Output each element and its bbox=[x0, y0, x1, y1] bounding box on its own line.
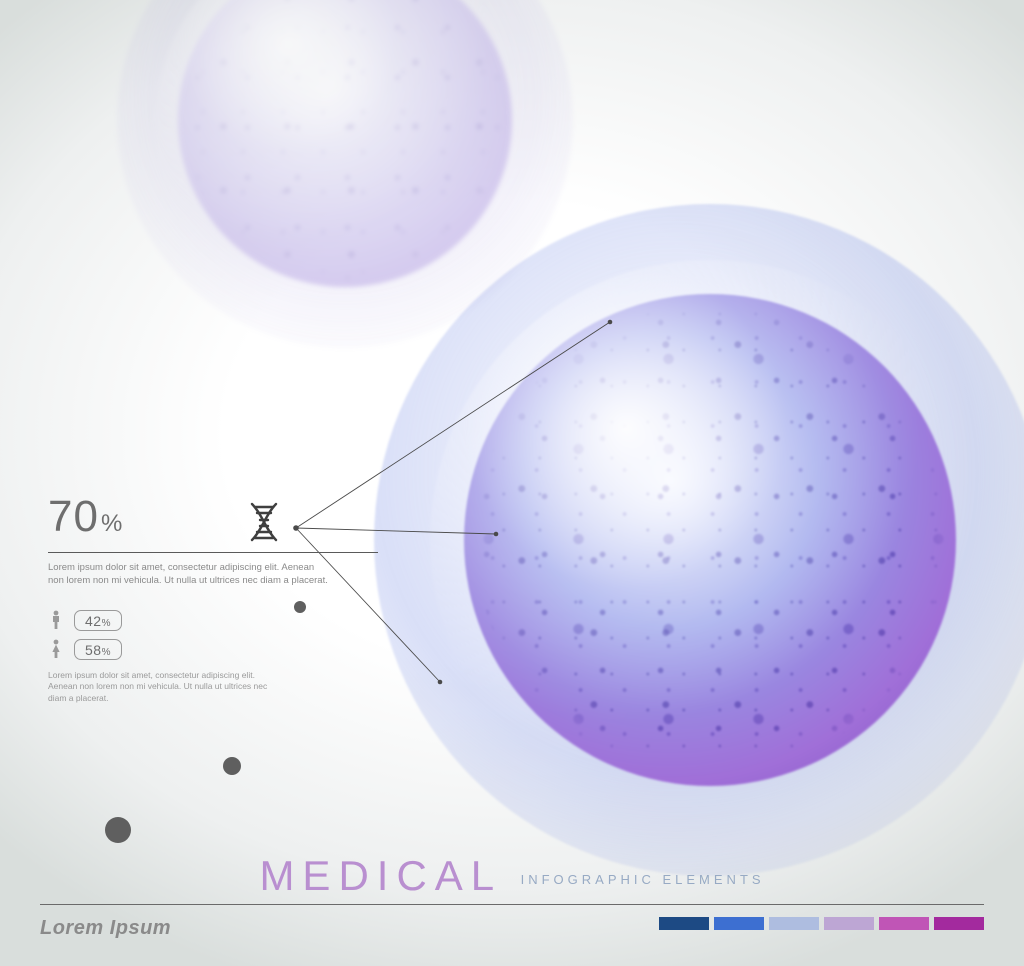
female-pct-pill: 58% bbox=[74, 639, 122, 660]
male-stat-row: 42% bbox=[48, 610, 388, 631]
footer: Lorem Ipsum bbox=[40, 904, 984, 940]
color-swatch bbox=[824, 917, 874, 930]
title-sub: INFOGRAPHIC ELEMENTS bbox=[521, 872, 765, 887]
headline-value: 70 bbox=[48, 492, 99, 541]
title-block: MEDICAL INFOGRAPHIC ELEMENTS bbox=[0, 852, 1024, 900]
title-main: MEDICAL bbox=[259, 852, 502, 900]
footer-label: Lorem Ipsum bbox=[40, 917, 171, 940]
female-stat-row: 58% bbox=[48, 639, 388, 660]
headline-stat: 70% bbox=[48, 492, 388, 542]
cell-sphere-foreground bbox=[430, 260, 990, 820]
footer-divider bbox=[40, 904, 984, 905]
stat-blurb-secondary: Lorem ipsum dolor sit amet, consectetur … bbox=[48, 670, 278, 706]
cell-sphere-background bbox=[155, 0, 535, 310]
decorative-dot bbox=[223, 757, 241, 775]
male-pct-pill: 42% bbox=[74, 610, 122, 631]
stat-blurb: Lorem ipsum dolor sit amet, consectetur … bbox=[48, 561, 328, 588]
color-swatch bbox=[934, 917, 984, 930]
color-swatch bbox=[769, 917, 819, 930]
color-swatch bbox=[659, 917, 709, 930]
male-icon bbox=[48, 610, 64, 630]
stats-panel: 70% Lorem ipsum dolor sit amet, consecte… bbox=[48, 492, 388, 705]
decorative-dot bbox=[294, 601, 306, 613]
color-swatch bbox=[714, 917, 764, 930]
headline-suffix: % bbox=[101, 510, 123, 537]
color-swatches bbox=[659, 917, 984, 930]
female-icon bbox=[48, 639, 64, 659]
stat-divider bbox=[48, 552, 378, 553]
decorative-dot bbox=[105, 817, 131, 843]
color-swatch bbox=[879, 917, 929, 930]
